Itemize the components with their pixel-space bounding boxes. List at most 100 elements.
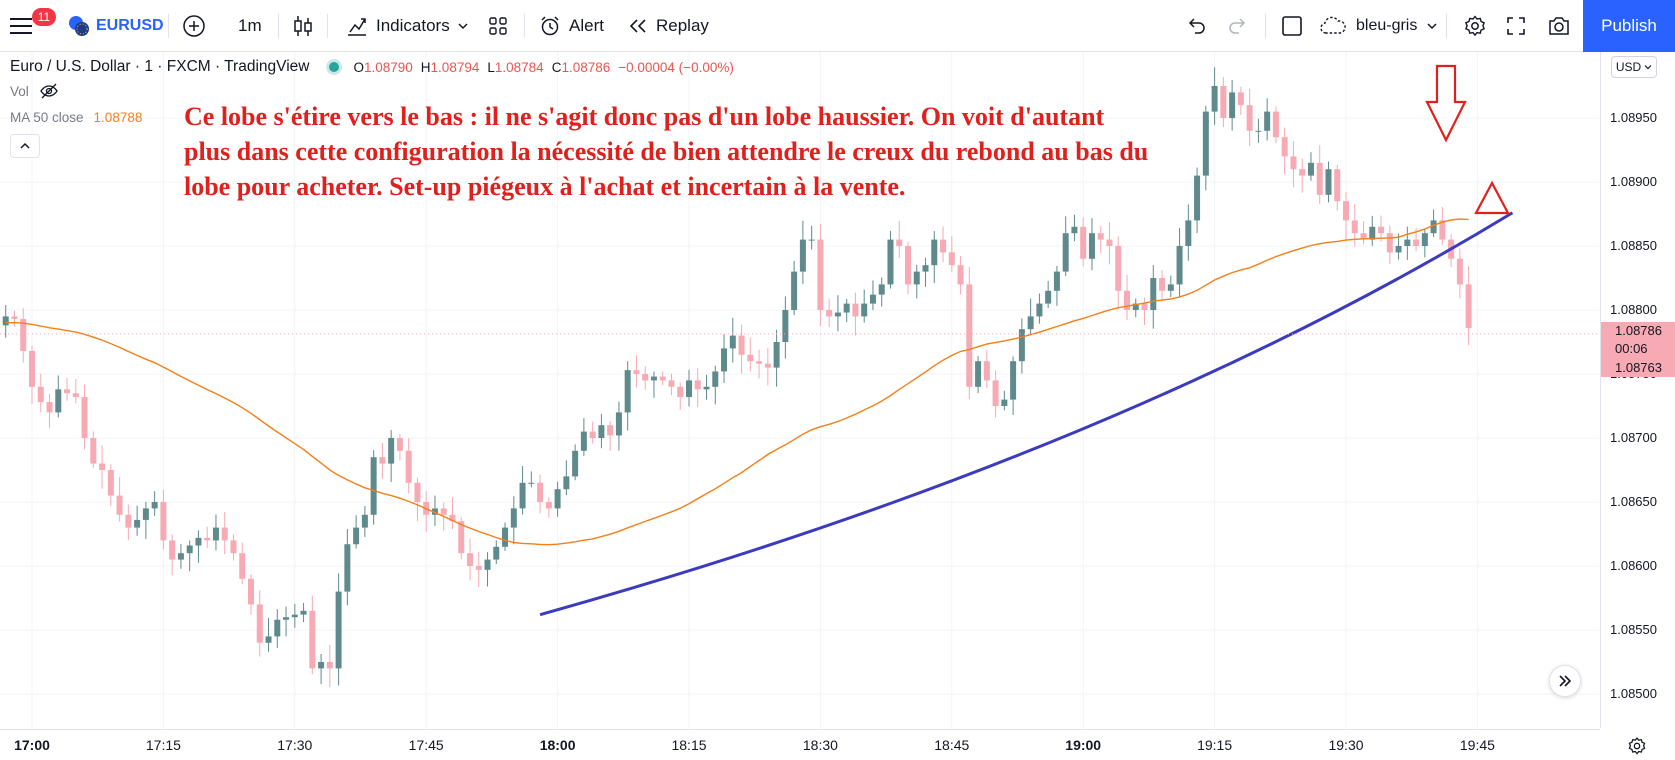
- indicator-templates-button[interactable]: [488, 0, 508, 52]
- symbol-search-button[interactable]: EURUSD: [68, 0, 164, 52]
- candle-body: [1159, 278, 1166, 291]
- candle-body: [204, 537, 211, 541]
- candle-body: [1255, 130, 1262, 132]
- candle-body: [125, 514, 132, 528]
- time-tick: 18:00: [539, 737, 576, 753]
- time-tick: 17:15: [145, 737, 181, 753]
- gear-icon: [1464, 15, 1486, 37]
- candle-body: [414, 482, 421, 502]
- candle-body: [1246, 105, 1253, 131]
- chevron-up-icon: [20, 142, 30, 149]
- candle-body: [861, 303, 868, 317]
- compare-symbol-button[interactable]: [182, 0, 206, 52]
- candle-body: [563, 476, 570, 490]
- candle-body: [1413, 239, 1420, 246]
- ohlc-close: 1.08786: [561, 59, 611, 75]
- candle-body: [1237, 92, 1244, 106]
- candle-body: [1421, 233, 1428, 246]
- currency-button[interactable]: USD: [1611, 56, 1657, 78]
- candle-body: [1115, 246, 1122, 291]
- notification-badge[interactable]: 11: [32, 8, 56, 26]
- chart-settings-button[interactable]: [1463, 0, 1487, 52]
- candle-body: [712, 371, 719, 387]
- candle-body: [72, 393, 79, 398]
- annotation-line-3: lobe pour acheter. Set-up piégeux à l'ac…: [184, 172, 906, 201]
- candle-body: [449, 514, 456, 522]
- candle-body: [1264, 111, 1271, 131]
- price-axis[interactable]: [1600, 52, 1675, 728]
- ohlc-h-label: H: [420, 59, 431, 75]
- candle-body: [773, 342, 780, 368]
- time-tick: 18:15: [671, 737, 707, 753]
- candle-body: [1194, 175, 1201, 221]
- candle-body: [90, 438, 97, 464]
- time-tick: 18:30: [802, 737, 838, 753]
- indicators-button[interactable]: Indicators: [346, 0, 450, 52]
- blue-trendline[interactable]: [539, 211, 1514, 617]
- fullscreen-button[interactable]: [1506, 0, 1526, 52]
- chart-text-annotation[interactable]: Ce lobe s'étire vers le bas : il ne s'ag…: [184, 99, 1304, 204]
- alert-label: Alert: [569, 16, 604, 35]
- time-axis[interactable]: [0, 729, 1600, 760]
- publish-button[interactable]: Publish: [1583, 0, 1675, 52]
- ma-price-label: 1.08763: [1601, 359, 1675, 377]
- candle-body: [370, 457, 377, 515]
- collapse-legend-button[interactable]: [10, 134, 40, 158]
- layout-select-button[interactable]: [1281, 0, 1303, 52]
- volume-legend-row[interactable]: Vol: [10, 78, 734, 104]
- candle-body: [1325, 169, 1332, 195]
- candle-body: [55, 389, 62, 413]
- redo-button[interactable]: [1228, 0, 1248, 52]
- ma-legend-row[interactable]: MA 50 close 1.08788: [10, 104, 734, 130]
- price-chart[interactable]: [0, 52, 1600, 729]
- candle-body: [948, 252, 955, 266]
- menu-button[interactable]: [10, 0, 50, 52]
- candle-body: [1202, 111, 1209, 176]
- candle-body: [1211, 86, 1218, 112]
- candle-body: [817, 239, 824, 310]
- indicators-label: Indicators: [376, 16, 450, 35]
- replay-label: Replay: [656, 16, 709, 35]
- candle-body: [248, 578, 254, 605]
- candle-body: [1045, 290, 1052, 304]
- symbol-full-name[interactable]: Euro / U.S. Dollar · 1 · FXCM · TradingV…: [10, 58, 310, 75]
- candle-body: [291, 614, 298, 618]
- candle-body: [177, 553, 184, 560]
- time-tick: 18:45: [934, 737, 970, 753]
- replay-button[interactable]: Replay: [628, 0, 709, 52]
- ohlc-o-label: O: [353, 59, 364, 75]
- candle-body: [791, 271, 798, 310]
- candle-body: [502, 527, 509, 547]
- eye-hidden-icon[interactable]: [39, 83, 59, 99]
- scroll-to-realtime-button[interactable]: [1549, 665, 1581, 697]
- axis-settings-button[interactable]: [1625, 734, 1649, 758]
- candle-body: [782, 310, 789, 342]
- candle-body: [134, 519, 141, 528]
- undo-button[interactable]: [1186, 0, 1206, 52]
- candle-body: [37, 386, 44, 403]
- candle-body: [20, 318, 27, 351]
- candle-body: [405, 450, 412, 483]
- candle-body: [1062, 233, 1069, 272]
- candle-body: [1080, 226, 1087, 259]
- interval-button[interactable]: 1m: [238, 0, 262, 52]
- candle-body: [1465, 284, 1472, 328]
- candle-body: [1010, 361, 1017, 400]
- candle-body: [607, 425, 614, 436]
- price-tick: 1.08650: [1610, 494, 1657, 509]
- chart-type-button[interactable]: [293, 0, 313, 52]
- candle-body: [1027, 316, 1034, 330]
- candle-body: [221, 527, 228, 541]
- annotation-line-1: Ce lobe s'étire vers le bas : il ne s'ag…: [184, 102, 1105, 131]
- candle-body: [966, 284, 973, 387]
- candle-body: [1176, 246, 1183, 285]
- save-layout-button[interactable]: bleu-gris: [1318, 0, 1439, 52]
- snapshot-button[interactable]: [1547, 0, 1571, 52]
- indicators-icon: [348, 18, 366, 36]
- alert-button[interactable]: Alert: [539, 0, 604, 52]
- undo-icon: [1188, 18, 1205, 34]
- candle-body: [764, 363, 771, 368]
- candle-body: [1018, 329, 1025, 362]
- indicators-dropdown-button[interactable]: [456, 0, 470, 52]
- candle-body: [283, 617, 290, 620]
